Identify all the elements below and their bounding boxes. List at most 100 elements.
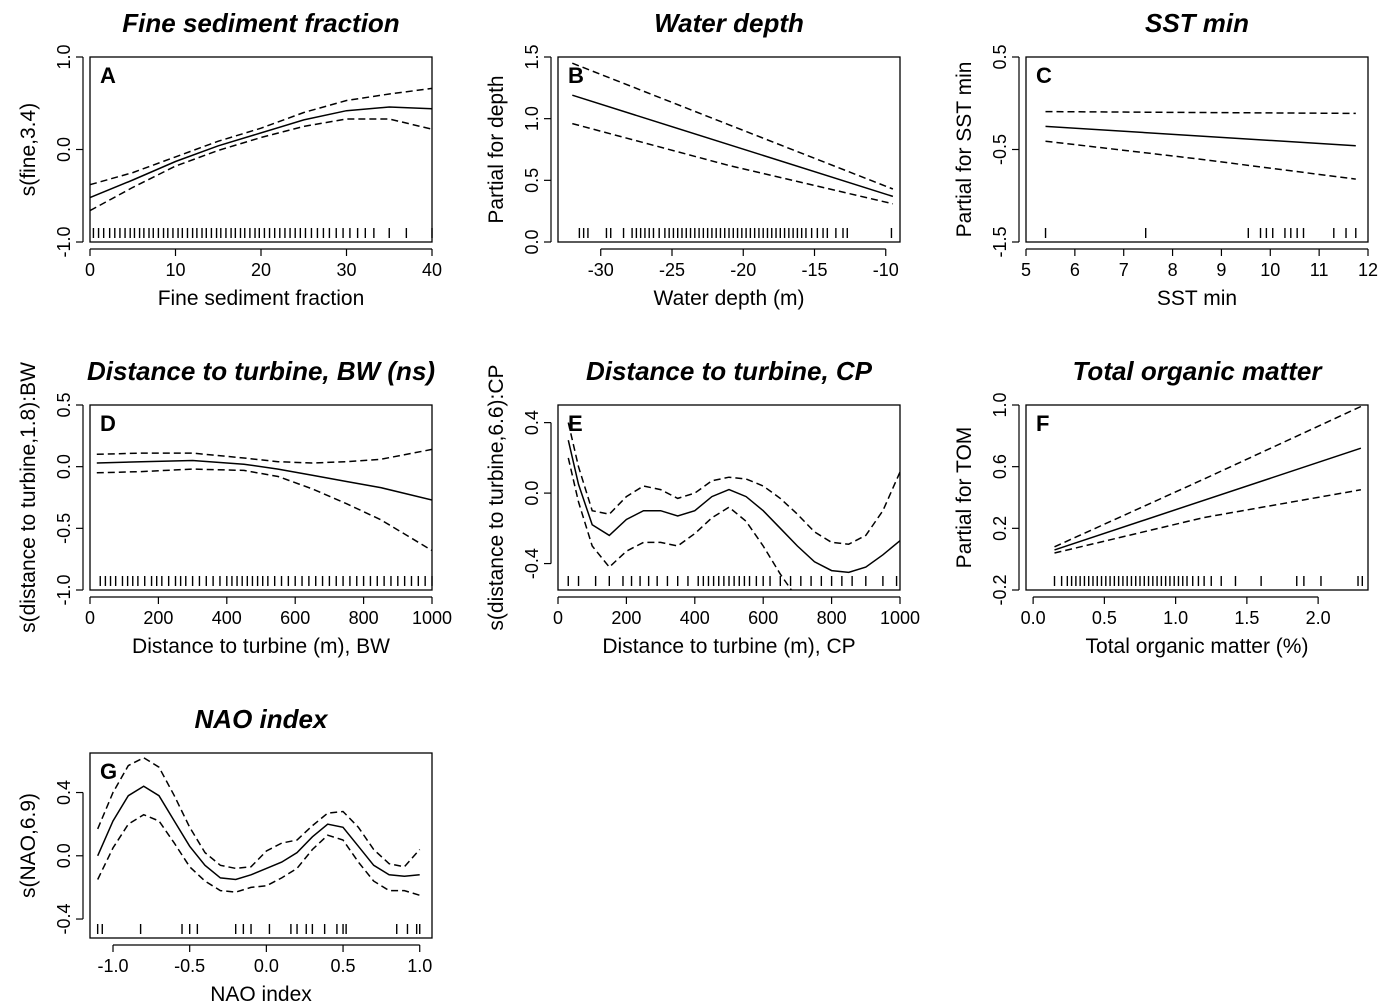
y-axis-label: s(NAO,6.9): [17, 793, 40, 898]
x-tick-label: -10: [873, 260, 899, 280]
y-axis-label: Partial for SST min: [953, 62, 976, 238]
x-tick-label: 800: [349, 608, 379, 628]
panel-title: Fine sediment fraction: [122, 8, 399, 38]
x-tick-label: 0.5: [1092, 608, 1117, 628]
y-axis-label: Partial for depth: [485, 75, 508, 223]
plot-frame: [1025, 56, 1369, 243]
x-axis-label: NAO index: [210, 983, 312, 1006]
x-tick-label: 8: [1168, 260, 1178, 280]
confidence-band-line: [97, 756, 421, 870]
x-tick-label: 30: [336, 260, 356, 280]
panel-letter: E: [568, 411, 583, 436]
y-tick-label: 0.0: [522, 481, 542, 506]
plot-frame: [1025, 404, 1369, 591]
y-tick-label: -0.5: [990, 134, 1010, 165]
x-tick-label: 1.0: [407, 956, 432, 976]
y-tick-label: -1.0: [54, 574, 74, 605]
panel-letter: D: [100, 411, 116, 436]
y-tick-label: -0.2: [990, 574, 1010, 605]
y-axis-label: s(distance to turbine,1.8):BW: [17, 362, 40, 633]
y-tick-label: 0.0: [54, 137, 74, 162]
x-tick-label: 0: [553, 608, 563, 628]
x-axis-label: Total organic matter (%): [1086, 635, 1309, 658]
confidence-band-line: [96, 448, 432, 464]
plot-frame: [557, 404, 901, 591]
x-tick-label: 1000: [880, 608, 920, 628]
x-tick-label: 6: [1070, 260, 1080, 280]
x-tick-label: 12: [1358, 260, 1378, 280]
y-tick-label: 0.0: [54, 454, 74, 479]
y-tick-label: -1.5: [990, 226, 1010, 257]
x-axis-label: Water depth (m): [654, 287, 805, 310]
smooth-fit-line: [572, 94, 894, 198]
panel-e: Distance to turbine, CPE 0 200 400 600 800 100…: [485, 356, 920, 658]
panel-title: SST min: [1145, 8, 1249, 38]
plot-frame: [557, 56, 901, 243]
panel-letter: F: [1036, 411, 1049, 436]
confidence-band-line: [567, 422, 900, 545]
panel-b: Water depth B -30 -25 -20 -15 -10 Water depth (…: [485, 8, 901, 310]
panel-letter: G: [100, 759, 117, 784]
y-tick-label: 1.5: [522, 44, 542, 69]
panel-title: NAO index: [195, 704, 329, 734]
y-tick-label: 0.5: [522, 168, 542, 193]
smooth-fit-line: [90, 106, 432, 199]
confidence-band-line: [1045, 110, 1356, 115]
panel-title: Distance to turbine, CP: [586, 356, 873, 386]
confidence-band-line: [567, 457, 793, 590]
smooth-fit-line: [97, 785, 420, 881]
x-axis-label: Fine sediment fraction: [158, 287, 365, 310]
x-tick-label: 400: [680, 608, 710, 628]
x-tick-label: 40: [422, 260, 442, 280]
smooth-fit-line: [1054, 447, 1362, 551]
x-tick-label: 0.0: [1021, 608, 1046, 628]
confidence-band-line: [1054, 405, 1362, 548]
x-tick-label: 5: [1021, 260, 1031, 280]
x-tick-label: 0.5: [331, 956, 356, 976]
x-tick-label: 0: [85, 260, 95, 280]
y-tick-label: -0.4: [54, 904, 74, 935]
y-tick-label: 0.0: [54, 843, 74, 868]
x-tick-label: -25: [659, 260, 685, 280]
x-tick-label: 1.5: [1234, 608, 1259, 628]
x-tick-label: 600: [280, 608, 310, 628]
x-tick-label: 11: [1310, 260, 1329, 280]
x-tick-label: 7: [1119, 260, 1129, 280]
y-tick-label: 1.0: [522, 106, 542, 131]
y-tick-label: -0.5: [54, 513, 74, 544]
x-tick-label: -1.0: [97, 956, 128, 976]
x-axis-label: SST min: [1157, 287, 1237, 310]
confidence-band-line: [1054, 489, 1362, 554]
y-tick-label: 0.4: [54, 780, 74, 805]
confidence-band-line: [572, 62, 894, 190]
x-tick-label: 1.0: [1163, 608, 1188, 628]
y-tick-label: 0.4: [522, 410, 542, 435]
panel-title: Water depth: [654, 8, 804, 38]
confidence-band-line: [1045, 140, 1356, 180]
panel-letter: C: [1036, 63, 1052, 88]
y-tick-label: 1.0: [990, 392, 1010, 417]
x-tick-label: 600: [748, 608, 778, 628]
y-axis-label: Partial for TOM: [953, 427, 976, 569]
y-tick-label: 0.5: [54, 392, 74, 417]
x-tick-label: 800: [817, 608, 847, 628]
x-tick-label: 400: [212, 608, 242, 628]
confidence-band-line: [90, 87, 432, 186]
plot-frame: [89, 56, 433, 243]
y-tick-label: 0.0: [522, 229, 542, 254]
x-axis-label: Distance to turbine (m), BW: [132, 635, 390, 658]
panel-c: SST min C 5 6 7 8 9 10 11 12 SST min -1.5 -0.5 0.5 Par…: [953, 8, 1378, 310]
x-tick-label: 0: [85, 608, 95, 628]
y-tick-label: 1.0: [54, 44, 74, 69]
x-tick-label: 9: [1216, 260, 1226, 280]
smooth-fit-line: [96, 459, 432, 501]
panel-title: Total organic matter: [1073, 356, 1324, 386]
plot-frame: [89, 752, 433, 939]
y-axis-label: s(fine,3.4): [17, 103, 40, 196]
x-tick-label: 2.0: [1306, 608, 1331, 628]
x-tick-label: -30: [588, 260, 614, 280]
x-tick-label: 1000: [412, 608, 452, 628]
x-tick-label: -20: [730, 260, 756, 280]
x-tick-label: -0.5: [174, 956, 205, 976]
